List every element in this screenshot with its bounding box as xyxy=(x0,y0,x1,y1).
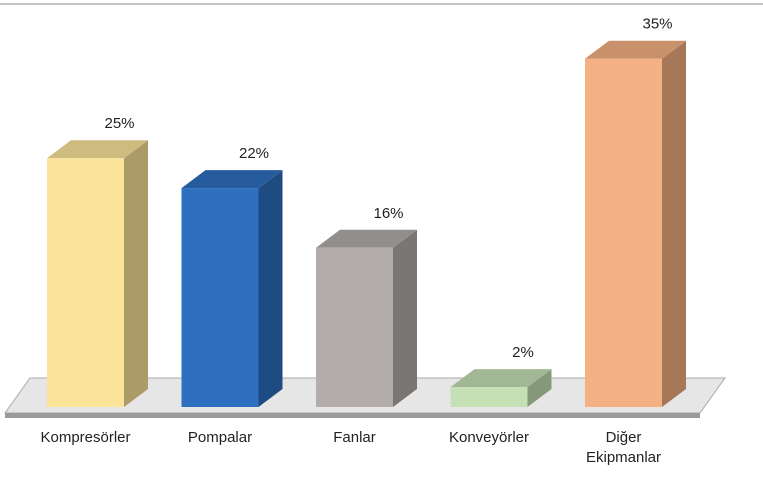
bar-side xyxy=(662,40,686,407)
bar-side xyxy=(258,170,283,407)
data-label: 35% xyxy=(642,16,672,33)
bar-top xyxy=(585,40,686,59)
floor-edge xyxy=(5,413,700,418)
bar-top xyxy=(450,369,552,388)
bar xyxy=(47,158,124,407)
bar-top xyxy=(47,140,148,159)
x-tick-label: Fanlar xyxy=(333,429,376,446)
x-tick-label: Diğer Ekipmanlar xyxy=(585,429,662,466)
x-tick-label: Konveyörler xyxy=(448,429,530,446)
x-tick-label: Kompresörler xyxy=(40,429,131,446)
data-label: 16% xyxy=(373,205,403,222)
data-label: 22% xyxy=(239,145,269,162)
data-label: 25% xyxy=(104,115,134,132)
data-label: 2% xyxy=(512,344,534,361)
bar xyxy=(450,387,528,407)
bar-top xyxy=(181,170,283,189)
bar-side xyxy=(393,229,417,407)
bar xyxy=(585,58,662,407)
bar-side xyxy=(124,140,148,407)
bar-side xyxy=(527,369,552,407)
bar xyxy=(181,188,259,407)
bar xyxy=(316,247,393,407)
bar-top xyxy=(316,229,417,248)
x-tick-label: Pompalar xyxy=(187,429,253,446)
